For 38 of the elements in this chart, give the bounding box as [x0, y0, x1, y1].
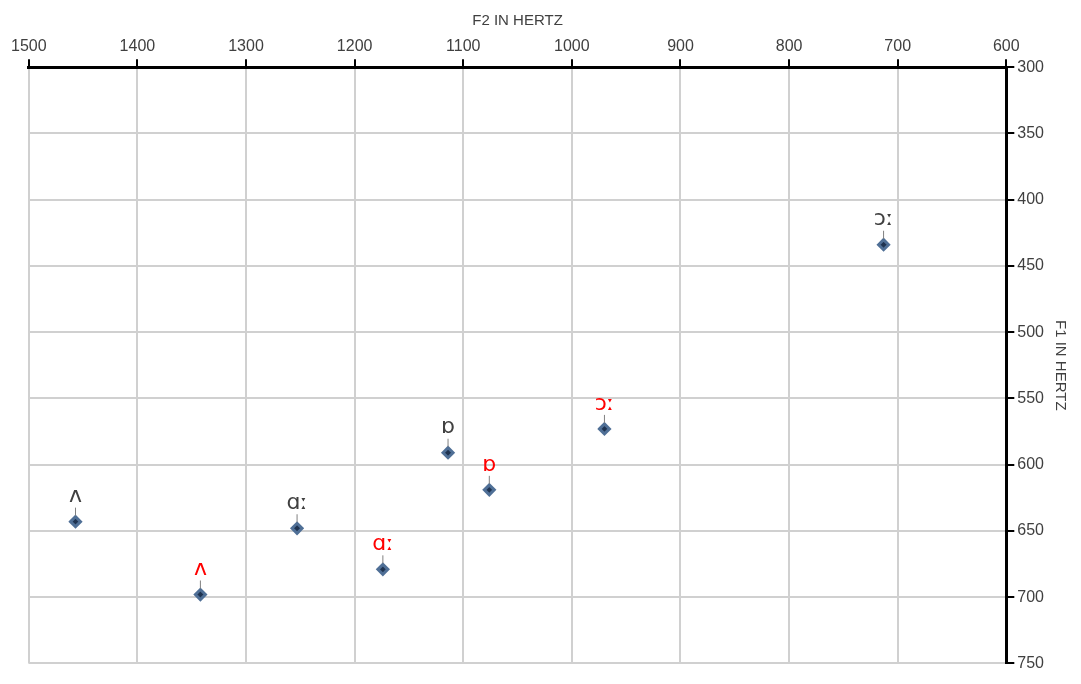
- x-tick-label: 700: [884, 37, 912, 55]
- y-tick-label: 400: [1017, 190, 1045, 208]
- y-tick-label: 300: [1017, 57, 1045, 75]
- data-label: ɒ: [482, 450, 497, 476]
- x-tick-label: 900: [667, 37, 694, 55]
- data-label: ʌ: [68, 482, 83, 508]
- point: [877, 238, 891, 252]
- y-tick-label: 650: [1017, 521, 1045, 539]
- y-tick-label: 500: [1017, 322, 1045, 340]
- y-tick-label: 700: [1017, 587, 1045, 605]
- data-label: ɑː: [286, 488, 308, 514]
- data-label: ɒ: [441, 413, 456, 439]
- x-axis-title: F2 IN HERTZ: [472, 11, 563, 29]
- point: [290, 521, 304, 535]
- point: [193, 588, 207, 602]
- x-tick-label: 1500: [11, 37, 47, 55]
- point: [597, 422, 611, 436]
- point: [441, 446, 455, 460]
- data-label: ʌ: [193, 555, 207, 581]
- x-tick-label: 1100: [446, 37, 481, 55]
- y-tick-label: 600: [1017, 455, 1045, 473]
- y-tick-label: 450: [1017, 256, 1045, 274]
- data-label: ɑː: [372, 530, 394, 556]
- point: [482, 483, 496, 497]
- x-tick-label: 600: [992, 37, 1020, 55]
- x-tick-label: 800: [775, 37, 803, 55]
- y-tick-label: 550: [1017, 388, 1045, 406]
- data-label: ɔː: [873, 205, 894, 231]
- y-axis-title: F1 IN HERTZ: [1052, 320, 1070, 411]
- point: [69, 515, 82, 529]
- x-tick-label: 1400: [119, 37, 156, 55]
- x-tick-label: 1000: [554, 37, 590, 55]
- point: [376, 562, 390, 576]
- data-label: ɔː: [594, 389, 615, 415]
- x-tick-label: 1200: [336, 37, 373, 55]
- x-tick-label: 1300: [228, 37, 264, 55]
- y-tick-label: 350: [1017, 123, 1045, 141]
- y-tick-label: 750: [1017, 653, 1045, 671]
